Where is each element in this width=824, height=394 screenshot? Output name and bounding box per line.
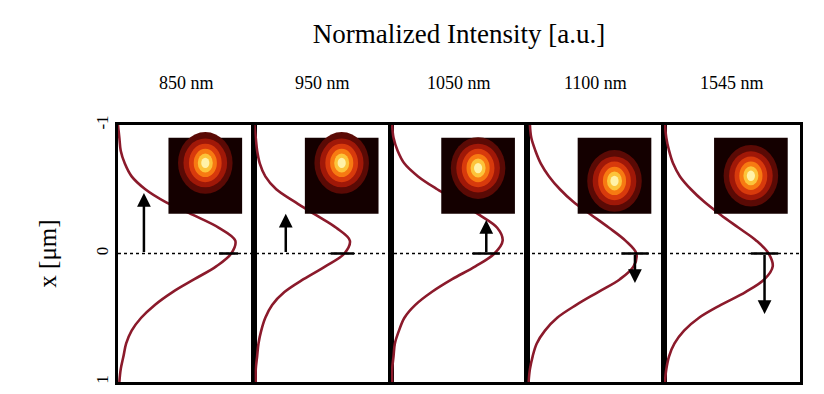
- svg-text:x [μm]: x [μm]: [34, 219, 61, 287]
- svg-text:1545 nm: 1545 nm: [700, 73, 764, 93]
- svg-text:950 nm: 950 nm: [295, 73, 350, 93]
- svg-text:-1: -1: [93, 115, 112, 129]
- svg-text:1: 1: [93, 375, 112, 384]
- svg-text:Normalized Intensity [a.u.]: Normalized Intensity [a.u.]: [313, 19, 605, 49]
- svg-text:850 nm: 850 nm: [159, 73, 214, 93]
- svg-text:1100 nm: 1100 nm: [564, 73, 627, 93]
- svg-text:0: 0: [93, 247, 112, 256]
- svg-text:1050 nm: 1050 nm: [427, 73, 491, 93]
